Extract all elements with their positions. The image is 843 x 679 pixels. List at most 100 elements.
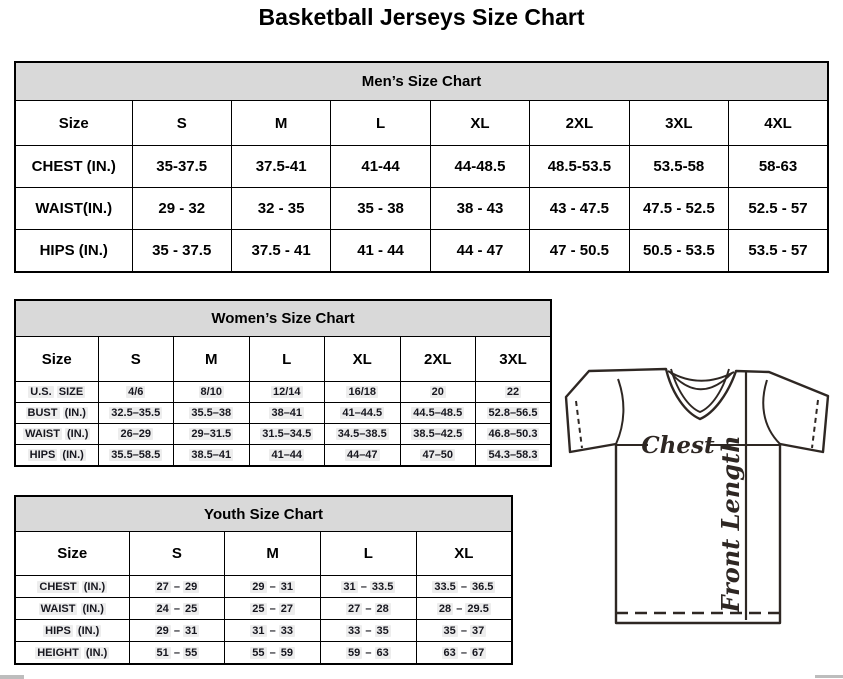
- cell-text: 59: [278, 646, 295, 659]
- measurement-cell: 52.8–56.5: [475, 402, 552, 424]
- measurement-cell: 38.5–42.5: [399, 423, 476, 445]
- horizontal-scrollbar-fragment-left[interactable]: [0, 675, 24, 679]
- cell-text: –: [173, 624, 180, 637]
- measurement-cell: 59 – 63: [320, 641, 417, 665]
- measurement-cell: 28 – 29.5: [415, 597, 513, 620]
- cell-text: 29: [183, 580, 200, 593]
- horizontal-scrollbar-fragment-right[interactable]: [815, 675, 843, 678]
- measurement-cell: 16/18: [324, 381, 401, 403]
- size-column-header: L: [320, 531, 417, 576]
- cell-text: 33: [346, 624, 363, 637]
- cell-text: 31: [341, 580, 358, 593]
- measurement-row: WAIST(IN.) 29 - 32 32 - 35 35 - 38 38 - 43 43…: [14, 187, 829, 230]
- measurement-cell: 25 – 27: [224, 597, 321, 620]
- measurement-cell: 27 – 29: [128, 575, 226, 598]
- size-column-header: S: [97, 336, 174, 382]
- left-cuff-dashed-line: [575, 400, 583, 449]
- measurement-row: WAIST (IN.) 26–29 29–31.5 31.5–34.5 34.5–38.…: [14, 423, 552, 445]
- cell-text: 31: [183, 624, 200, 637]
- cell-text: 44.5–48.5: [411, 407, 465, 419]
- cell-text: HIPS: [43, 624, 73, 637]
- cell-text: 28: [436, 602, 454, 615]
- back-collar-arc-lower: [669, 371, 733, 391]
- measurement-row: U.S. SIZE 4/6 8/10 12/14 16/18 20 22: [14, 381, 552, 403]
- table-title: Women’s Size Chart: [14, 299, 552, 337]
- cell-text: HIPS: [27, 449, 58, 461]
- size-column-header: 3XL: [628, 100, 730, 146]
- measurement-cell: 55 – 59: [224, 641, 321, 665]
- measurement-row-label: WAIST (IN.): [14, 423, 99, 445]
- cell-text: 29–31.5: [189, 428, 234, 440]
- cell-text: 63: [441, 646, 458, 659]
- cell-text: 27: [278, 602, 295, 615]
- measurement-cell: 8/10: [173, 381, 250, 403]
- measurement-cell: 58-63: [728, 145, 829, 188]
- measurement-cell: 33 – 35: [320, 619, 417, 642]
- cell-text: 38–41: [269, 407, 305, 419]
- table-title-row: Youth Size Chart: [14, 495, 513, 532]
- cell-text: 22: [504, 386, 522, 398]
- measurement-cell: 34.5–38.5: [324, 423, 401, 445]
- cell-text: 36.5: [470, 580, 496, 593]
- measurement-cell: 32 - 35: [230, 187, 332, 230]
- measurement-row: CHEST (IN.) 27 – 29 29 – 31 31 – 33.5 33.5 –…: [14, 575, 513, 598]
- measurement-row-label: HEIGHT (IN.): [14, 641, 130, 665]
- size-column-header: M: [230, 100, 332, 146]
- measurement-row: CHEST (IN.) 35-37.5 37.5-41 41-44 44-48.5 48.…: [14, 145, 829, 188]
- size-corner-header: Size: [14, 100, 133, 146]
- measurement-cell: 37.5-41: [230, 145, 332, 188]
- cell-text: 47–50: [420, 449, 456, 461]
- measurement-row-label: BUST (IN.): [14, 402, 99, 424]
- size-column-header: L: [248, 336, 325, 382]
- cell-text: BUST: [25, 407, 60, 419]
- size-column-header: 4XL: [728, 100, 829, 146]
- measurement-row-label: WAIST(IN.): [14, 187, 133, 230]
- cell-text: (IN.): [60, 449, 86, 461]
- measurement-cell: 29 – 31: [224, 575, 321, 598]
- measurement-cell: 29 – 31: [128, 619, 226, 642]
- table-title: Youth Size Chart: [14, 495, 513, 532]
- cell-text: 27: [346, 602, 363, 615]
- measurement-cell: 4/6: [97, 381, 174, 403]
- measurement-cell: 22: [475, 381, 552, 403]
- cell-text: 41–44.5: [340, 407, 385, 419]
- size-column-header: M: [173, 336, 250, 382]
- cell-text: 8/10: [198, 386, 224, 398]
- cell-text: 67: [470, 646, 487, 659]
- measurement-row: BUST (IN.) 32.5–35.5 35.5–38 38–41 41–44.5 44…: [14, 402, 552, 424]
- measurement-cell: 32.5–35.5: [97, 402, 174, 424]
- measurement-cell: 31 – 33: [224, 619, 321, 642]
- cell-text: 63: [374, 646, 391, 659]
- size-column-header: XL: [415, 531, 513, 576]
- cell-text: 16/18: [346, 386, 379, 398]
- measurement-cell: 35 - 38: [330, 187, 431, 230]
- measurement-cell: 41–44: [248, 444, 325, 467]
- measurement-cell: 35-37.5: [131, 145, 232, 188]
- cell-text: 4/6: [126, 386, 146, 398]
- measurement-cell: 38.5–41: [173, 444, 250, 467]
- cell-text: 55: [183, 646, 200, 659]
- cell-text: (IN.): [62, 407, 88, 419]
- cell-text: 33: [278, 624, 295, 637]
- cell-text: 54.3–58.3: [486, 449, 540, 461]
- cell-text: –: [460, 580, 467, 593]
- measurement-cell: 63 – 67: [415, 641, 513, 665]
- left-armhole-seam: [615, 378, 625, 445]
- cell-text: 37: [470, 624, 487, 637]
- cell-text: (IN.): [75, 624, 102, 637]
- measurement-cell: 46.8–50.3: [475, 423, 552, 445]
- column-header-row: Size S M L XL 2XL 3XL 4XL: [14, 100, 829, 146]
- cell-text: U.S.: [28, 386, 54, 398]
- size-column-header: XL: [429, 100, 531, 146]
- cell-text: –: [269, 624, 276, 637]
- size-column-header: M: [224, 531, 321, 576]
- cell-text: 35: [374, 624, 391, 637]
- cell-text: 27: [154, 580, 171, 593]
- measurement-cell: 41-44: [330, 145, 431, 188]
- measurement-cell: 54.3–58.3: [475, 444, 552, 467]
- cell-text: 33.5: [432, 580, 458, 593]
- cell-text: –: [365, 602, 372, 615]
- measurement-row: HIPS (IN.) 29 – 31 31 – 33 33 – 35 35 – 37: [14, 619, 513, 642]
- cell-text: 59: [346, 646, 363, 659]
